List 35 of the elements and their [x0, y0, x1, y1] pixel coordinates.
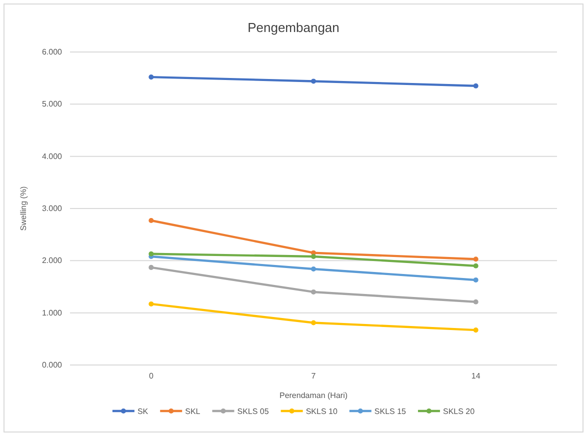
y-tick-label: 6.000 [42, 48, 63, 57]
point [148, 264, 154, 270]
legend-label: SKLS 05 [237, 407, 270, 416]
y-tick-label: 4.000 [42, 152, 63, 161]
point [148, 74, 154, 80]
chart-title: Pengembangan [248, 20, 340, 35]
y-axis-title: Swelling (%) [19, 186, 28, 231]
x-axis-title: Perendaman (Hari) [279, 391, 348, 400]
legend-label: SKLS 10 [306, 407, 338, 416]
point [473, 83, 478, 88]
point [148, 301, 154, 306]
point [310, 289, 316, 294]
point [473, 328, 478, 333]
point [473, 263, 478, 268]
y-tick-label: 1.000 [42, 308, 63, 318]
legend-label: SKLS 15 [374, 407, 407, 416]
x-tick-label: 7 [311, 372, 316, 381]
x-tick-label: 14 [471, 372, 481, 381]
legend-label: SK [137, 407, 149, 416]
point [310, 254, 316, 260]
y-tick-label: 5.000 [42, 100, 63, 109]
point [310, 320, 316, 326]
point [148, 218, 154, 224]
legend-label: SKLS 20 [442, 407, 476, 416]
y-tick-label: 2.000 [42, 256, 63, 266]
point [148, 251, 154, 256]
y-tick-label: 3.000 [42, 204, 63, 214]
x-tick-label: 0 [148, 372, 154, 381]
point [310, 78, 316, 84]
point [473, 277, 478, 282]
y-tick-label: 0.000 [42, 360, 63, 370]
point [310, 266, 316, 272]
point [473, 256, 478, 262]
legend-label: SKL [185, 407, 201, 416]
point [473, 299, 478, 304]
